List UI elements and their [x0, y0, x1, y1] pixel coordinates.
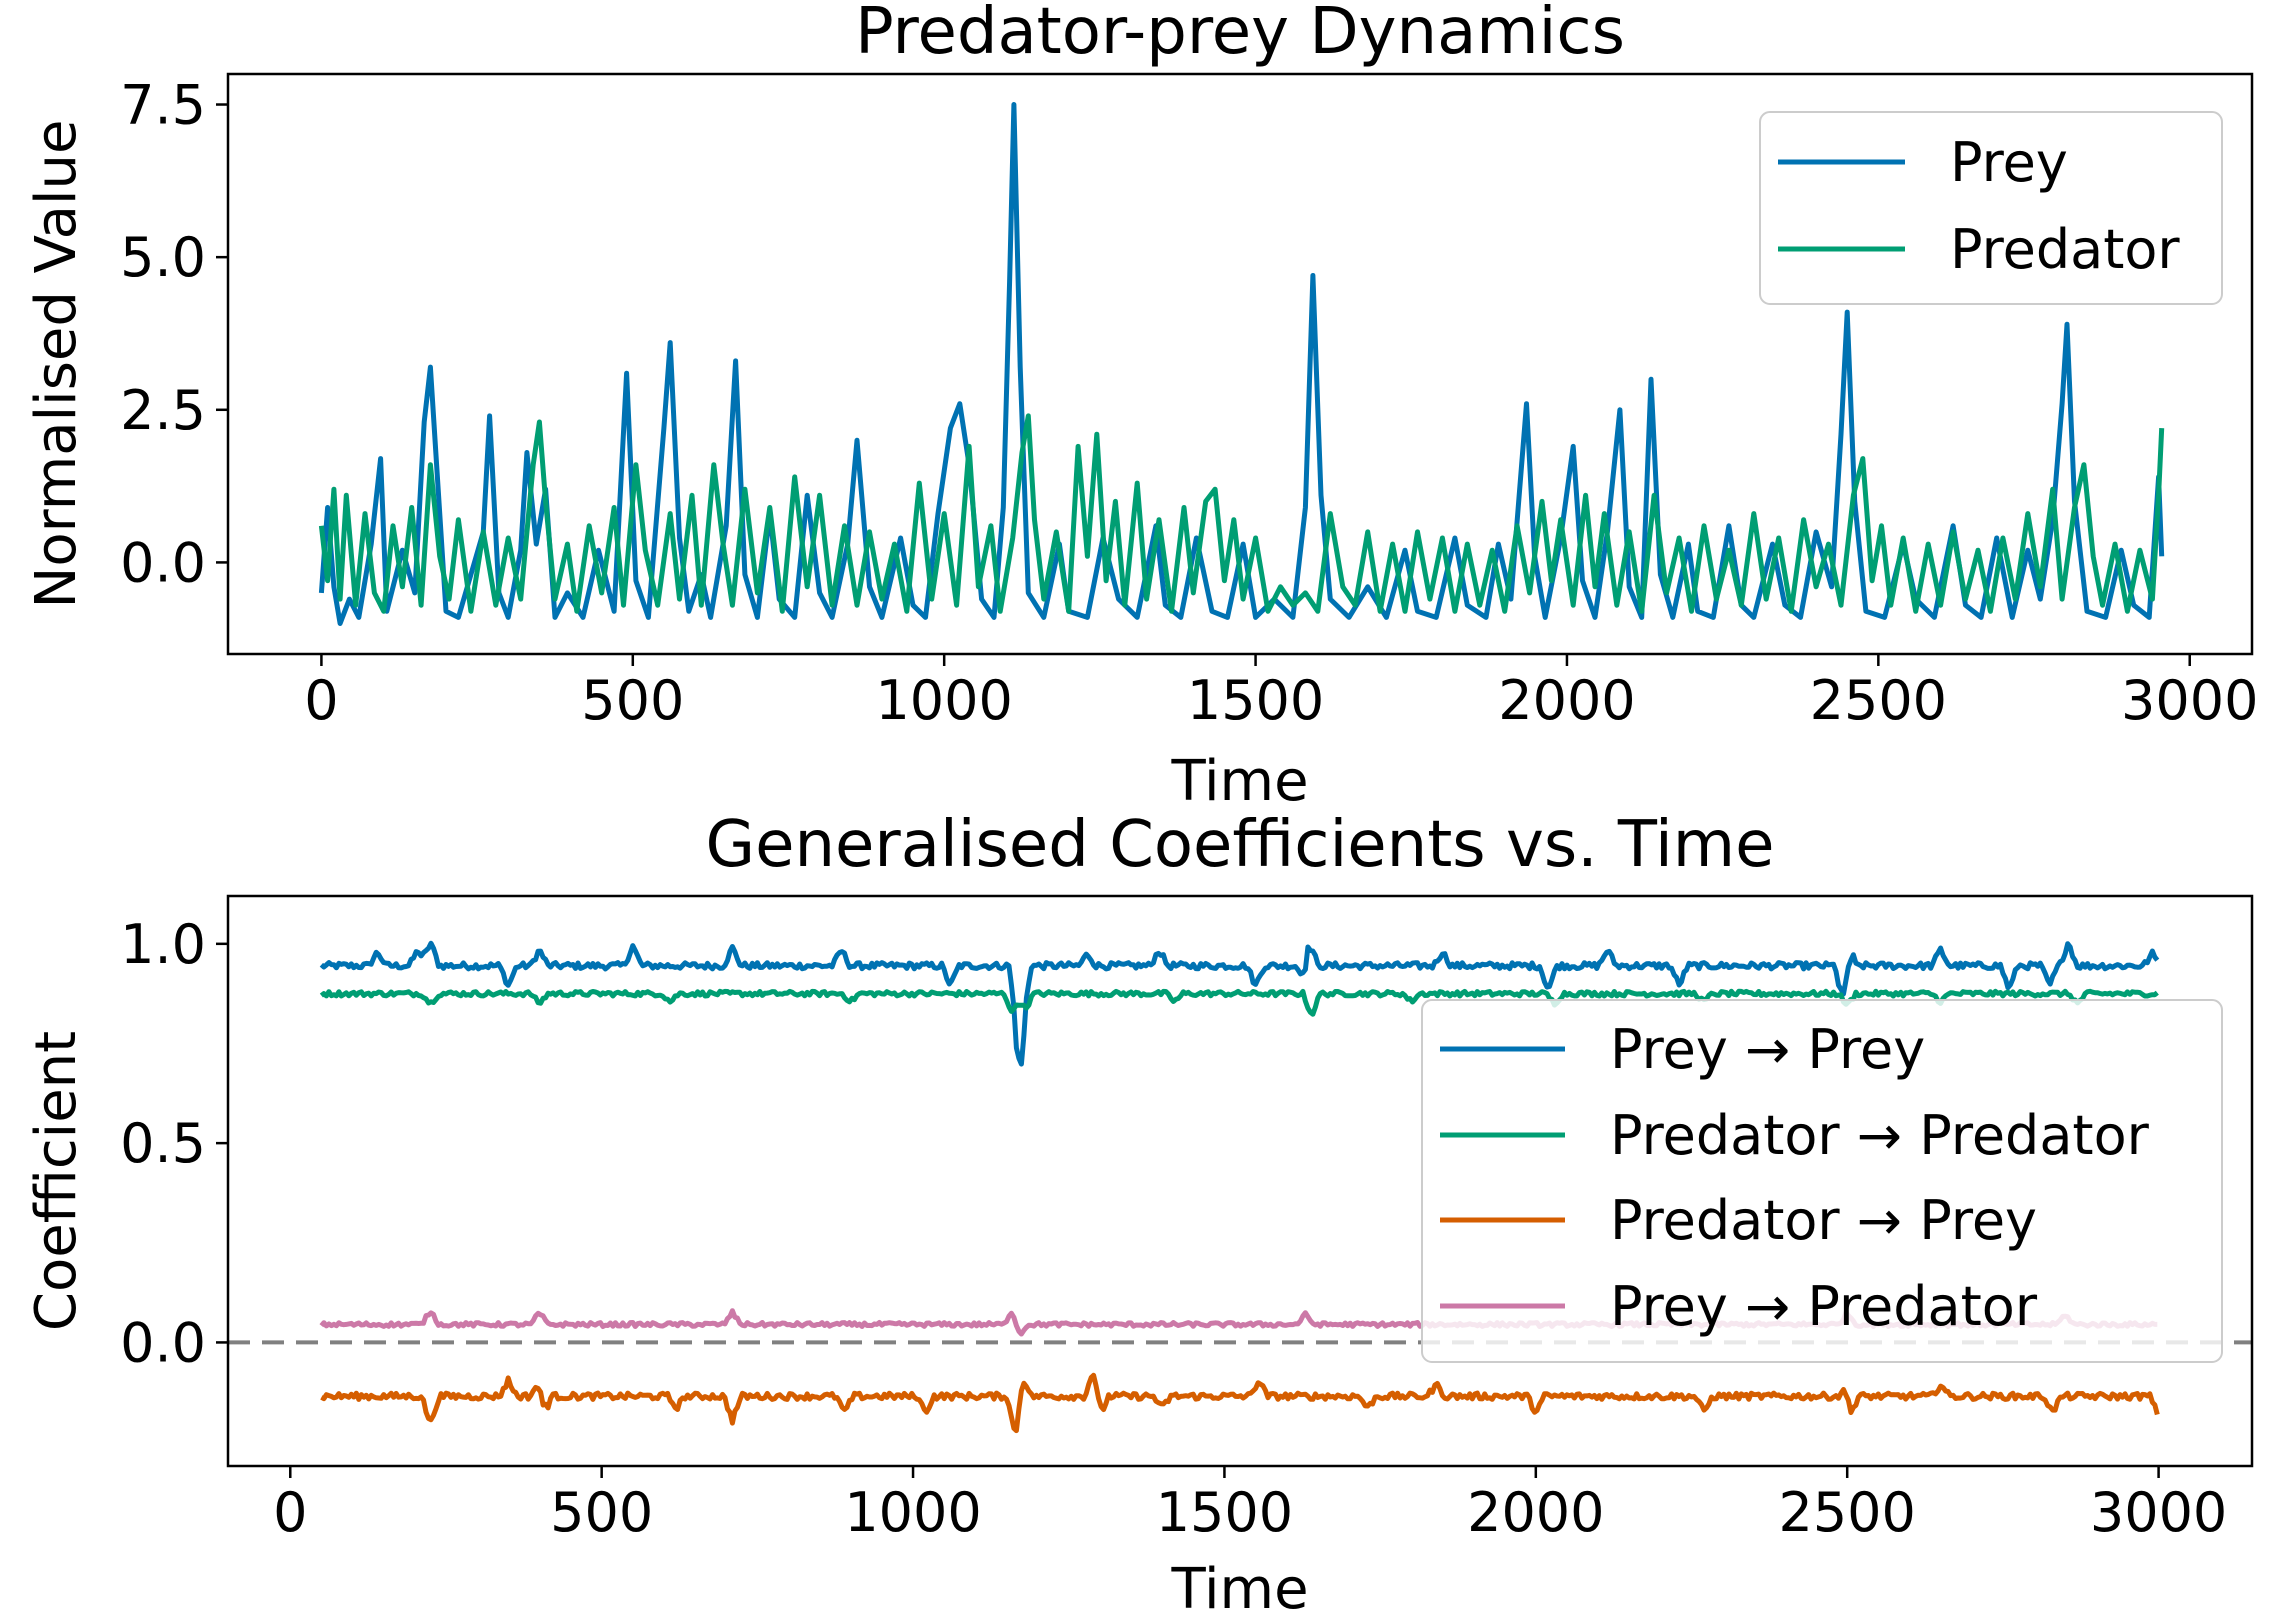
- bottom-chart-x-label: Time: [1170, 1557, 1308, 1617]
- bottom-chart-title: Generalised Coefficients vs. Time: [706, 808, 1775, 882]
- bottom-x-tick-label-1000: 1000: [844, 1481, 981, 1544]
- bottom-x-tick-label-1500: 1500: [1156, 1481, 1293, 1544]
- top-chart-x-label: Time: [1170, 749, 1308, 814]
- top-x-tick-label-0: 0: [304, 669, 338, 732]
- bottom-x-tick-label-500: 500: [550, 1481, 653, 1544]
- top-chart-y-axis: 0.0 2.5 5.0 7.5: [120, 74, 228, 594]
- top-y-tick-label-2.5: 2.5: [120, 379, 206, 442]
- bottom-x-tick-label-3000: 3000: [2090, 1481, 2227, 1544]
- legend-predator-predator-label: Predator → Predator: [1610, 1104, 2150, 1167]
- top-chart-series-group: [318, 102, 2165, 626]
- bottom-chart-legend: Prey → Prey Predator → Predator Predator…: [1421, 999, 2223, 1363]
- top-chart: Predator-prey Dynamics 0 500 1000 1500 2000 2…: [24, 0, 2258, 814]
- bottom-y-tick-label-0.5: 0.5: [120, 1112, 206, 1175]
- bottom-series-predator-prey: [320, 1372, 2160, 1434]
- legend-predator-label: Predator: [1950, 218, 2180, 281]
- bottom-y-tick-label-1: 1.0: [120, 913, 206, 976]
- bottom-chart-y-label: Coefficient: [24, 1031, 89, 1331]
- bottom-legend-box: [1421, 999, 2223, 1363]
- top-x-tick-label-2000: 2000: [1498, 669, 1635, 732]
- bottom-chart-frame: [226, 894, 2254, 1468]
- top-x-tick-label-2500: 2500: [1810, 669, 1947, 732]
- bottom-chart-y-axis: 0.0 0.5 1.0: [120, 913, 228, 1374]
- top-y-tick-label-7.5: 7.5: [120, 74, 206, 137]
- top-y-tick-label-5: 5.0: [120, 226, 206, 289]
- legend-prey-prey-label: Prey → Prey: [1610, 1018, 1925, 1081]
- top-x-tick-label-1500: 1500: [1187, 669, 1324, 732]
- bottom-y-tick-label-0: 0.0: [120, 1311, 206, 1374]
- legend-predator-prey-label: Predator → Prey: [1610, 1189, 2037, 1252]
- top-chart-frame: [226, 72, 2254, 656]
- bottom-chart-x-axis: 0 500 1000 1500 2000 2500 3000: [273, 1466, 2227, 1544]
- top-chart-title: Predator-prey Dynamics: [855, 0, 1625, 69]
- top-chart-legend: Prey Predator: [1759, 111, 2223, 305]
- top-series-predator: [318, 413, 2165, 614]
- legend-prey-predator-label: Prey → Predator: [1610, 1275, 2038, 1338]
- top-chart-y-label: Normalised Value: [24, 120, 89, 609]
- bottom-x-tick-label-2000: 2000: [1467, 1481, 1604, 1544]
- bottom-x-tick-label-2500: 2500: [1778, 1481, 1915, 1544]
- top-y-tick-label-0: 0.0: [120, 531, 206, 594]
- bottom-chart: Generalised Coefficients vs. Time 0 500 10…: [24, 808, 2254, 1617]
- bottom-series-prey-prey: [319, 940, 2160, 1067]
- top-chart-x-axis: 0 500 1000 1500 2000 2500 3000: [304, 654, 2258, 732]
- top-x-tick-label-500: 500: [581, 669, 684, 732]
- legend-prey-label: Prey: [1950, 131, 2068, 194]
- top-x-tick-label-3000: 3000: [2121, 669, 2258, 732]
- top-x-tick-label-1000: 1000: [875, 669, 1012, 732]
- bottom-x-tick-label-0: 0: [273, 1481, 307, 1544]
